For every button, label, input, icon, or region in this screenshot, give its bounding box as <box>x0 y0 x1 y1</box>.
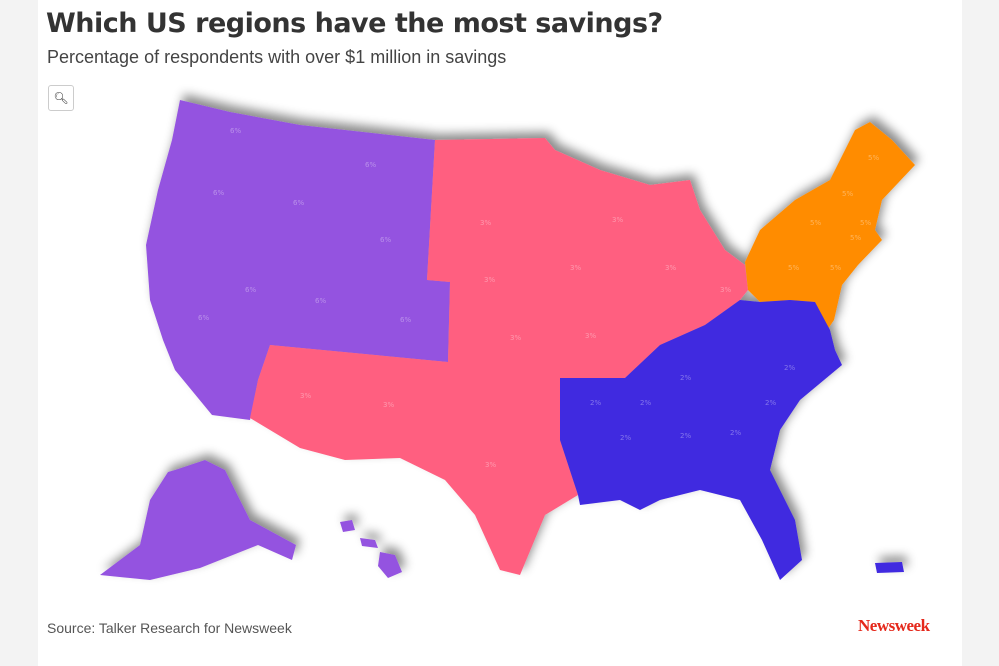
state-value-label: 6% <box>230 127 241 135</box>
state-value-label: 6% <box>293 199 304 207</box>
state-value-label: 2% <box>640 399 651 407</box>
region-hawaii-big[interactable] <box>378 552 402 578</box>
source-note: Source: Talker Research for Newsweek <box>47 620 292 636</box>
state-value-label: 5% <box>850 234 861 242</box>
state-value-label: 2% <box>730 429 741 437</box>
state-value-label: 3% <box>570 264 581 272</box>
region-hawaii[interactable] <box>340 520 355 532</box>
region-midwest-southwest[interactable] <box>250 138 748 575</box>
state-value-label: 2% <box>680 374 691 382</box>
state-value-label: 2% <box>680 432 691 440</box>
state-value-label: 2% <box>620 434 631 442</box>
region-south[interactable] <box>560 300 842 580</box>
state-value-label: 5% <box>810 219 821 227</box>
state-value-label: 3% <box>484 276 495 284</box>
search-icon: 🔍︎ <box>53 91 69 105</box>
state-value-label: 6% <box>380 236 391 244</box>
state-value-label: 2% <box>765 399 776 407</box>
search-button[interactable]: 🔍︎ <box>48 85 74 111</box>
page-subtitle: Percentage of respondents with over $1 m… <box>47 47 507 67</box>
state-value-label: 5% <box>868 154 879 162</box>
region-hawaii-2[interactable] <box>360 538 378 548</box>
region-west[interactable] <box>146 100 450 420</box>
region-northeast[interactable] <box>745 122 915 332</box>
page-title: Which US regions have the most savings? <box>46 8 663 39</box>
state-value-label: 6% <box>198 314 209 322</box>
state-value-label: 6% <box>400 316 411 324</box>
state-value-label: 2% <box>784 364 795 372</box>
state-value-label: 3% <box>665 264 676 272</box>
state-value-label: 3% <box>300 392 311 400</box>
state-value-label: 6% <box>213 189 224 197</box>
state-value-label: 5% <box>788 264 799 272</box>
newsweek-logo[interactable]: Newsweek <box>858 616 930 635</box>
state-value-label: 5% <box>860 219 871 227</box>
state-value-label: 6% <box>315 297 326 305</box>
state-value-label: 6% <box>245 286 256 294</box>
state-value-label: 5% <box>842 190 853 198</box>
state-value-label: 2% <box>590 399 601 407</box>
state-value-label: 3% <box>480 219 491 227</box>
state-value-label: 3% <box>585 332 596 340</box>
region-puerto-rico[interactable] <box>875 562 904 573</box>
region-alaska[interactable] <box>100 460 296 580</box>
state-value-label: 6% <box>365 161 376 169</box>
state-value-label: 3% <box>510 334 521 342</box>
state-value-label: 3% <box>612 216 623 224</box>
state-value-label: 3% <box>720 286 731 294</box>
state-value-label: 3% <box>383 401 394 409</box>
state-value-label: 5% <box>830 264 841 272</box>
state-value-label: 3% <box>485 461 496 469</box>
